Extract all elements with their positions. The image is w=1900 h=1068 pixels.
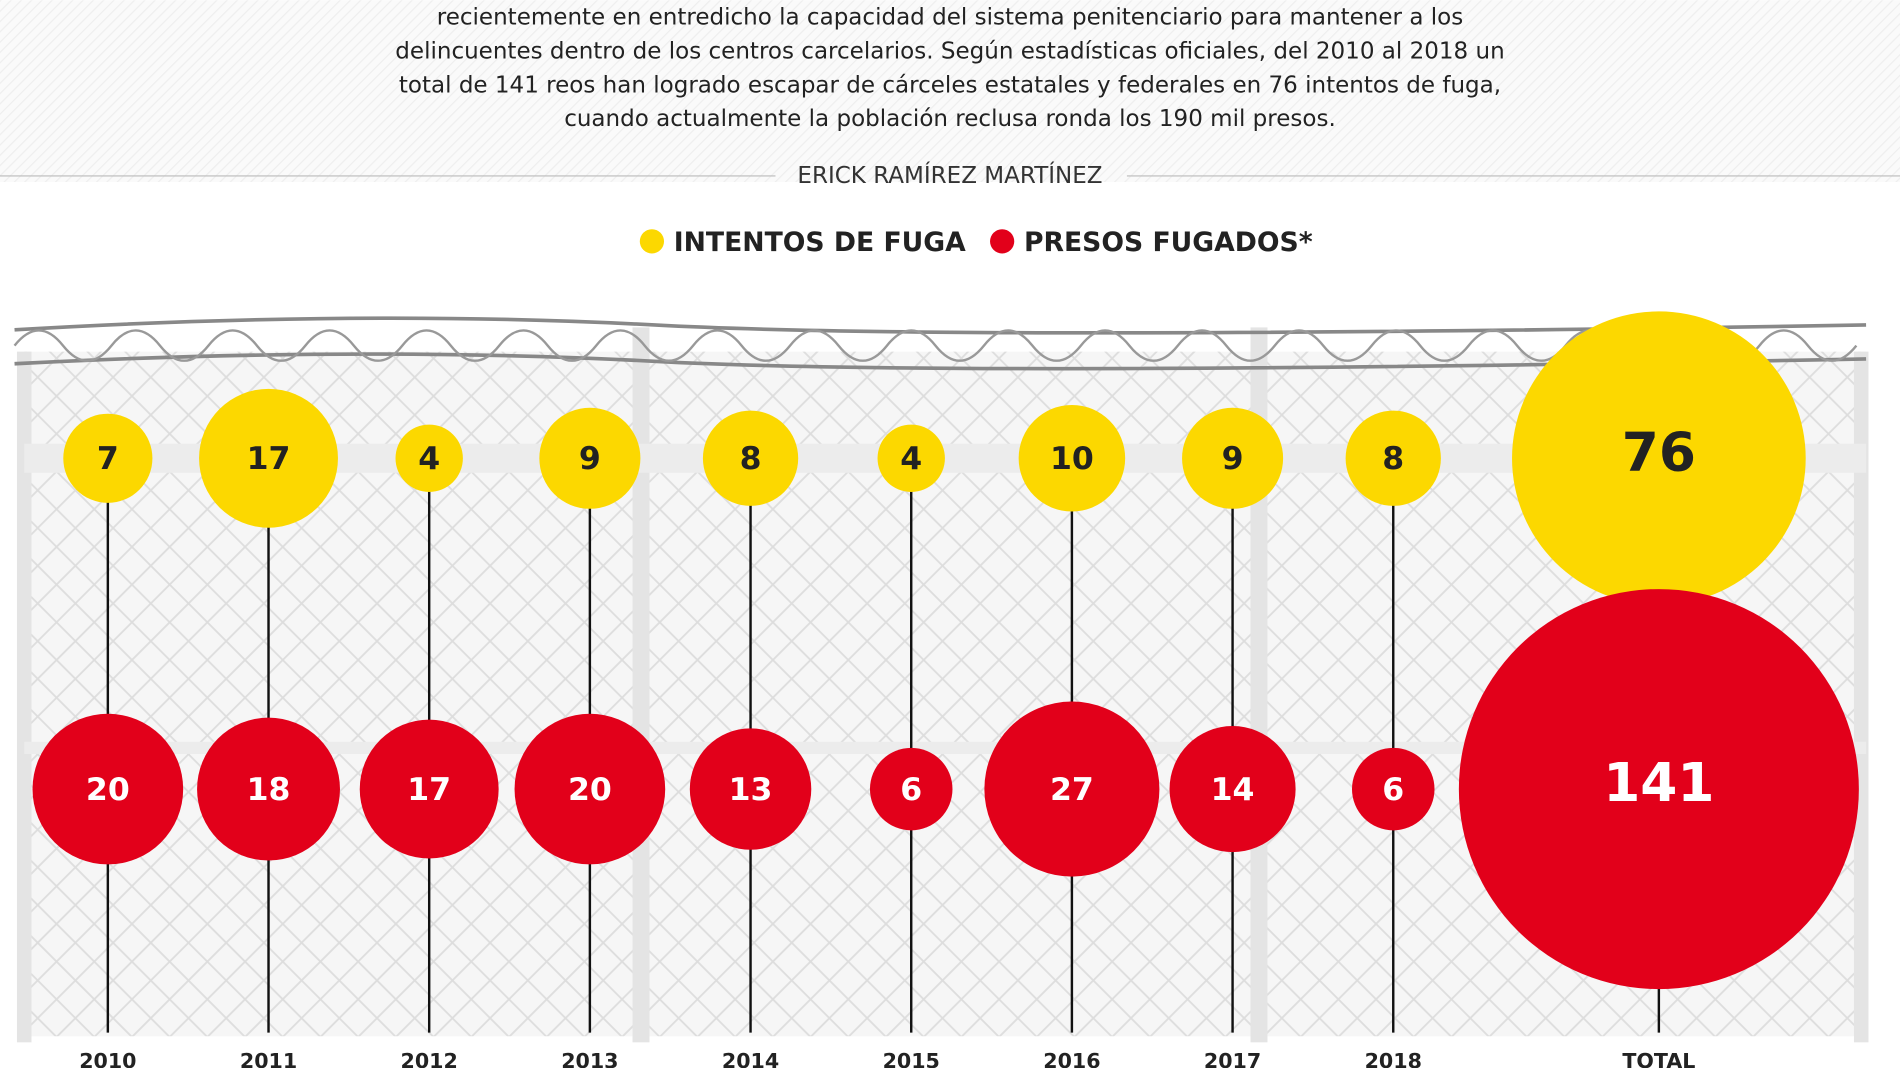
value-label: 76 bbox=[1622, 421, 1696, 483]
legend-swatch bbox=[639, 229, 665, 254]
value-label: 7 bbox=[97, 441, 119, 477]
value-label: 6 bbox=[1382, 772, 1404, 808]
value-label: 10 bbox=[1050, 441, 1094, 477]
x-tick-label: 2011 bbox=[240, 1049, 297, 1068]
value-label: 13 bbox=[729, 772, 773, 808]
value-label: 17 bbox=[407, 772, 451, 808]
bubble bbox=[63, 413, 153, 503]
intro-line: delincuentes dentro de los centros carce… bbox=[395, 38, 1504, 64]
header-bg bbox=[0, 0, 1900, 182]
bubble bbox=[869, 747, 953, 831]
value-label: 9 bbox=[579, 441, 601, 477]
x-tick-label: 2017 bbox=[1204, 1049, 1261, 1068]
bubble bbox=[877, 424, 945, 492]
x-tick-label: 2016 bbox=[1043, 1049, 1100, 1068]
bubble bbox=[689, 728, 812, 850]
value-label: 18 bbox=[247, 772, 291, 808]
value-label: 20 bbox=[86, 772, 130, 808]
x-tick-label: 2010 bbox=[79, 1049, 136, 1068]
bubble bbox=[1018, 405, 1126, 512]
bubble bbox=[32, 713, 184, 865]
bubble bbox=[1169, 726, 1296, 853]
bubble bbox=[1512, 311, 1806, 606]
bubble bbox=[539, 407, 641, 509]
x-tick-label: 2018 bbox=[1365, 1049, 1422, 1068]
x-tick-label: 2013 bbox=[561, 1049, 618, 1068]
x-tick-label: 2012 bbox=[401, 1049, 458, 1068]
legend-label: PRESOS FUGADOS* bbox=[1024, 227, 1313, 258]
legend-label: INTENTOS DE FUGA bbox=[674, 227, 966, 258]
intro-line: recientemente en entredicho la capacidad… bbox=[437, 4, 1463, 30]
x-tick-label: 2014 bbox=[722, 1049, 779, 1068]
bubble bbox=[1351, 747, 1435, 831]
bubble bbox=[1458, 589, 1859, 990]
value-label: 6 bbox=[900, 772, 922, 808]
value-label: 17 bbox=[247, 441, 291, 477]
legend-swatch bbox=[990, 229, 1015, 254]
x-tick-label: 2015 bbox=[883, 1049, 940, 1068]
bubble bbox=[514, 713, 666, 865]
intro-line: total de 141 reos han logrado escapar de… bbox=[399, 72, 1501, 98]
bubble bbox=[1345, 410, 1441, 506]
bubble bbox=[199, 388, 338, 528]
bubble bbox=[1182, 407, 1284, 509]
value-label: 4 bbox=[900, 441, 922, 477]
value-label: 141 bbox=[1603, 752, 1714, 814]
value-label: 8 bbox=[740, 441, 762, 477]
bubble bbox=[702, 410, 799, 506]
bubble bbox=[984, 701, 1160, 877]
value-label: 8 bbox=[1382, 441, 1404, 477]
bubble bbox=[359, 719, 499, 859]
value-label: 27 bbox=[1050, 772, 1094, 808]
x-tick-label: TOTAL bbox=[1622, 1049, 1695, 1068]
value-label: 20 bbox=[568, 772, 612, 808]
bubble bbox=[197, 717, 340, 861]
author: ERICK RAMÍREZ MARTÍNEZ bbox=[797, 161, 1102, 189]
value-label: 14 bbox=[1211, 772, 1255, 808]
value-label: 4 bbox=[418, 441, 440, 477]
intro-line: cuando actualmente la población reclusa … bbox=[564, 106, 1336, 132]
value-label: 9 bbox=[1222, 441, 1244, 477]
bubble bbox=[395, 424, 463, 492]
